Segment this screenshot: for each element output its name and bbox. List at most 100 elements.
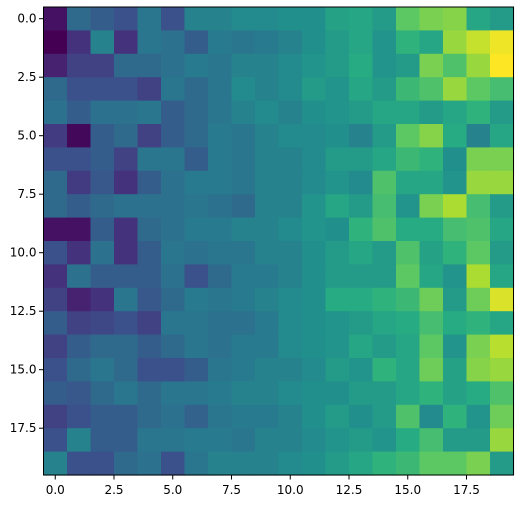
heatmap-cell: [90, 358, 115, 382]
heatmap-cell: [396, 264, 421, 289]
heatmap-cell: [396, 451, 421, 476]
heatmap-cell: [114, 100, 139, 125]
heatmap-cell: [466, 124, 491, 148]
heatmap-cell: [349, 124, 374, 148]
heatmap-cell: [43, 241, 68, 265]
heatmap-cell: [208, 451, 233, 476]
heatmap-cell: [208, 217, 233, 242]
heatmap-cell: [161, 428, 186, 453]
heatmap-cell: [67, 404, 92, 429]
heatmap-cell: [349, 381, 374, 406]
heatmap-cell: [161, 170, 186, 195]
heatmap-cell: [208, 264, 233, 289]
heatmap-cell: [43, 77, 68, 102]
heatmap-cell: [161, 264, 186, 289]
heatmap-cell: [231, 381, 256, 406]
heatmap-cell: [114, 217, 139, 242]
heatmap-cell: [231, 170, 256, 195]
heatmap-cell: [278, 77, 303, 102]
heatmap-cell: [443, 147, 468, 172]
heatmap-cell: [43, 358, 68, 382]
heatmap-cell: [255, 194, 280, 219]
heatmap-cell: [419, 53, 444, 78]
heatmap-cell: [114, 428, 139, 453]
heatmap-cell: [90, 241, 115, 265]
heatmap-cell: [255, 287, 280, 312]
heatmap-cell: [396, 77, 421, 102]
heatmap-cell: [325, 358, 350, 382]
heatmap-cell: [90, 7, 115, 31]
heatmap-cell: [278, 404, 303, 429]
heatmap-cell: [184, 170, 209, 195]
heatmap-cell: [255, 100, 280, 125]
heatmap-cell: [161, 147, 186, 172]
heatmap-cell: [372, 404, 397, 429]
heatmap-cell: [372, 124, 397, 148]
y-tick-label: 15.0: [10, 363, 37, 377]
heatmap-cell: [302, 194, 327, 219]
heatmap-cell: [278, 7, 303, 31]
heatmap-cell: [325, 241, 350, 265]
heatmap-cell: [67, 428, 92, 453]
y-tick-label: 5.0: [17, 129, 36, 143]
heatmap-cell: [490, 404, 515, 429]
heatmap-cell: [490, 264, 515, 289]
heatmap-cell: [419, 404, 444, 429]
heatmap-cell: [43, 264, 68, 289]
heatmap-cell: [255, 217, 280, 242]
heatmap-cell: [43, 100, 68, 125]
heatmap-cell: [419, 451, 444, 476]
heatmap-cell: [231, 124, 256, 148]
heatmap-cell: [208, 428, 233, 453]
heatmap-cell: [184, 241, 209, 265]
heatmap-cell: [372, 287, 397, 312]
heatmap-cell: [90, 53, 115, 78]
heatmap-cell: [231, 428, 256, 453]
heatmap-cell: [184, 7, 209, 31]
heatmap-cell: [278, 264, 303, 289]
heatmap-cell: [372, 30, 397, 55]
heatmap-cell: [349, 264, 374, 289]
heatmap-cell: [184, 264, 209, 289]
heatmap-cell: [184, 53, 209, 78]
heatmap-cell: [161, 30, 186, 55]
heatmap-cell: [419, 358, 444, 382]
heatmap-cell: [325, 264, 350, 289]
heatmap-cell: [161, 53, 186, 78]
heatmap-cell: [184, 147, 209, 172]
heatmap-cell: [184, 100, 209, 125]
heatmap-cell: [67, 358, 92, 382]
heatmap-cell: [466, 147, 491, 172]
heatmap-cell: [161, 358, 186, 382]
heatmap-cell: [419, 381, 444, 406]
heatmap-cell: [443, 334, 468, 359]
heatmap-cell: [231, 194, 256, 219]
heatmap-cell: [43, 124, 68, 148]
heatmap-cell: [161, 194, 186, 219]
heatmap-cell: [255, 264, 280, 289]
heatmap-cell: [443, 381, 468, 406]
heatmap-cell: [466, 77, 491, 102]
heatmap-cell: [490, 428, 515, 453]
heatmap-cell: [43, 30, 68, 55]
heatmap-cell: [466, 451, 491, 476]
heatmap-cell: [443, 77, 468, 102]
heatmap-cell: [443, 311, 468, 336]
heatmap-cell: [419, 100, 444, 125]
heatmap-cell: [278, 358, 303, 382]
heatmap-cell: [231, 30, 256, 55]
heatmap-cell: [43, 334, 68, 359]
heatmap-cell: [43, 287, 68, 312]
heatmap-cell: [490, 30, 515, 55]
heatmap-cell: [184, 30, 209, 55]
heatmap-cell: [419, 7, 444, 31]
heatmap-cell: [114, 451, 139, 476]
heatmap-cell: [67, 170, 92, 195]
heatmap-cell: [67, 381, 92, 406]
heatmap-cell: [325, 194, 350, 219]
heatmap-cell: [161, 217, 186, 242]
heatmap-cell: [466, 241, 491, 265]
x-tick-label: 7.5: [222, 483, 241, 497]
heatmap-cell: [443, 358, 468, 382]
heatmap-cell: [184, 217, 209, 242]
